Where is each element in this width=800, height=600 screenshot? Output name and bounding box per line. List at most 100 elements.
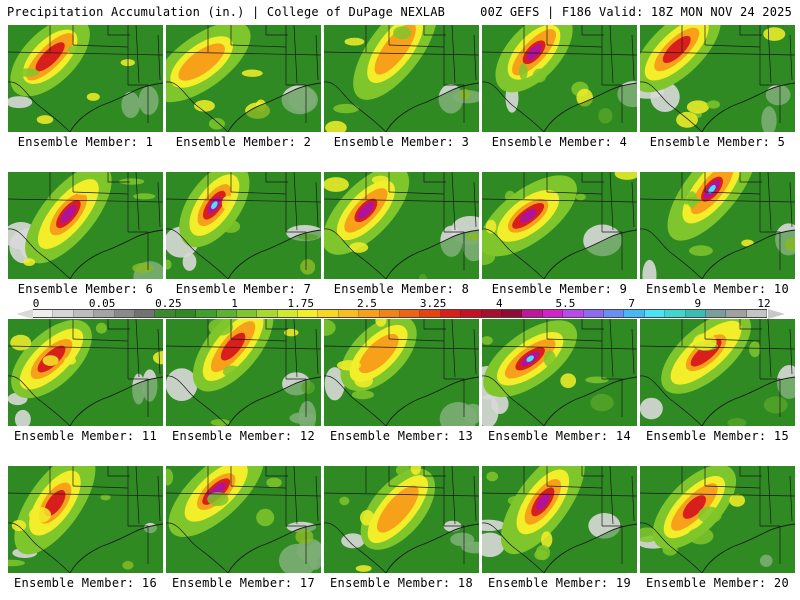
precip-cell (486, 471, 499, 482)
state-border (135, 25, 140, 84)
state-border (286, 84, 307, 123)
state-border (388, 44, 445, 48)
ensemble-member-label: Ensemble Member: 2 (175, 135, 312, 149)
state-border (444, 84, 465, 123)
colorbar-max-arrow (768, 309, 785, 319)
state-border (767, 319, 772, 378)
state-border (482, 81, 545, 132)
precip-cell (208, 118, 226, 130)
precip-cell (614, 172, 637, 180)
model-run-info: 00Z GEFS | F186 Valid: 18Z MON NOV 24 20… (480, 5, 792, 19)
ensemble-member-label: Ensemble Member: 16 (14, 576, 157, 590)
precip-cell (166, 259, 172, 270)
dry-area (491, 393, 509, 415)
gulf-water (228, 230, 321, 279)
state-border (760, 84, 781, 123)
colorbar-segment (175, 310, 197, 317)
colorbar-segment (298, 310, 319, 317)
precip-cell (64, 356, 77, 365)
dry-area (341, 533, 365, 549)
gulf-water (70, 83, 163, 132)
dry-area (8, 96, 33, 109)
state-border (128, 84, 149, 123)
state-border (423, 172, 446, 183)
state-border (107, 466, 130, 477)
colorbar-tick-label: 3.25 (419, 297, 447, 310)
state-border (640, 375, 703, 426)
precip-cell (395, 466, 411, 477)
ensemble-member-label: Ensemble Member: 18 (330, 576, 473, 590)
state-border (602, 84, 623, 123)
precip-contour (708, 184, 716, 194)
state-border (602, 525, 623, 564)
gulf-water (702, 230, 795, 279)
state-border (473, 328, 477, 375)
ensemble-member-map (8, 319, 163, 426)
colorbar-segment (665, 310, 686, 317)
gulf-water (386, 230, 479, 279)
precip-cell (333, 103, 360, 114)
gulf-water (544, 524, 637, 573)
state-border (546, 485, 603, 489)
ensemble-member-label: Ensemble Member: 17 (172, 576, 315, 590)
colorbar-tick-label: 2.5 (356, 297, 377, 310)
state-border (8, 492, 163, 497)
state-border (581, 25, 604, 36)
precip-map (166, 25, 321, 132)
state-border (230, 338, 287, 342)
state-border (293, 172, 298, 231)
colorbar-tick-label: 4 (495, 297, 503, 310)
precip-map (640, 319, 795, 426)
colorbar-segment (461, 310, 482, 317)
precip-contour (358, 333, 399, 374)
precip-map (640, 466, 795, 573)
precip-map (166, 466, 321, 573)
coastline (227, 523, 321, 573)
state-border (388, 485, 445, 489)
state-border (739, 466, 762, 477)
precip-cell (14, 68, 40, 77)
colorbar-segment (236, 310, 258, 317)
state-border (444, 231, 465, 270)
state-border (451, 466, 456, 525)
ensemble-member-map (640, 172, 795, 279)
colorbar-segment (726, 310, 747, 317)
colorbar-segment (420, 310, 441, 317)
state-border (760, 525, 781, 564)
state-border (423, 466, 446, 477)
state-border (293, 25, 298, 84)
colorbar-segment (134, 310, 156, 317)
state-border (315, 475, 319, 522)
state-border (265, 466, 288, 477)
state-border (767, 25, 772, 84)
state-border (451, 25, 456, 84)
precip-cell (375, 319, 387, 327)
state-border (451, 319, 456, 378)
precip-cell (485, 219, 497, 234)
coastline (69, 229, 163, 279)
precip-cell (697, 506, 722, 524)
state-border (265, 172, 288, 183)
state-border (767, 466, 772, 525)
state-border (739, 319, 762, 330)
state-border (609, 172, 614, 231)
colorbar-segment (114, 310, 135, 317)
colorbar-segment (705, 310, 727, 317)
precip-map (8, 25, 163, 132)
colorbar-segment (379, 310, 401, 317)
precip-cell (166, 468, 174, 486)
precip-cell (118, 178, 145, 185)
coastline (227, 82, 321, 132)
precip-contour (44, 489, 66, 517)
precip-cell (241, 69, 263, 77)
state-border (166, 522, 229, 573)
precip-cell (541, 531, 553, 548)
state-border (546, 191, 603, 195)
ensemble-member-map (640, 466, 795, 573)
state-border (760, 378, 781, 417)
coastline (543, 229, 637, 279)
precip-cell (532, 68, 547, 83)
colorbar-segment (53, 310, 74, 317)
precip-cell (256, 508, 275, 527)
precip-map (482, 319, 637, 426)
